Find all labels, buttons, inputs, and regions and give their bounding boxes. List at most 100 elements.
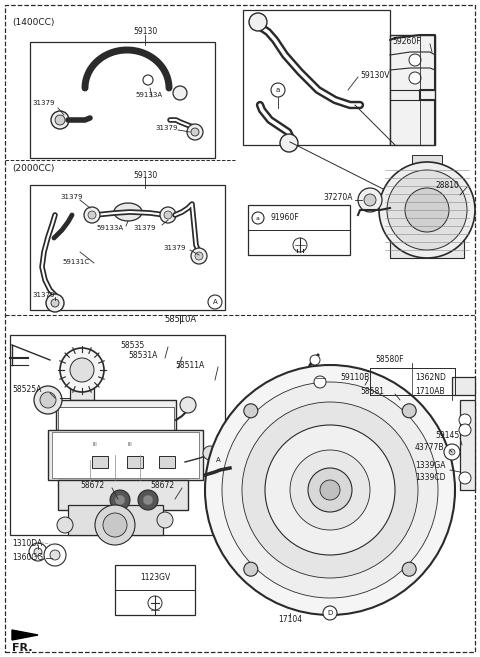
Text: 31379: 31379: [32, 292, 55, 298]
Text: 91960F: 91960F: [271, 214, 300, 223]
Circle shape: [160, 207, 176, 223]
Text: 58510A: 58510A: [164, 315, 196, 325]
Circle shape: [148, 596, 162, 610]
Bar: [460, 400, 475, 490]
Bar: [68, 505, 163, 535]
Circle shape: [46, 294, 64, 312]
Circle shape: [208, 295, 222, 309]
Text: 59131C: 59131C: [62, 259, 89, 265]
Circle shape: [271, 83, 285, 97]
Circle shape: [444, 444, 460, 460]
Text: 31379: 31379: [155, 125, 178, 131]
Circle shape: [244, 404, 258, 418]
Text: 59130: 59130: [133, 171, 157, 179]
Circle shape: [252, 212, 264, 224]
Text: 58580F: 58580F: [375, 355, 404, 365]
Text: (2000CC): (2000CC): [12, 164, 54, 173]
Circle shape: [34, 548, 42, 556]
Text: A: A: [213, 299, 217, 305]
Text: 31379: 31379: [60, 194, 83, 200]
Circle shape: [180, 397, 196, 413]
Text: 59260F: 59260F: [392, 37, 420, 47]
Circle shape: [364, 194, 376, 206]
Circle shape: [143, 75, 153, 85]
Circle shape: [115, 495, 125, 505]
Text: 58581: 58581: [360, 388, 384, 397]
Circle shape: [290, 450, 370, 530]
Text: 1362ND: 1362ND: [415, 373, 446, 382]
Bar: [48, 430, 203, 480]
Text: 31379: 31379: [163, 245, 185, 251]
Bar: [52, 432, 199, 478]
Circle shape: [103, 513, 127, 537]
Circle shape: [265, 425, 395, 555]
Text: 59110B: 59110B: [340, 373, 369, 382]
Polygon shape: [12, 630, 38, 640]
Circle shape: [143, 495, 153, 505]
Bar: [127, 456, 143, 468]
Circle shape: [195, 252, 203, 260]
Text: A: A: [216, 457, 220, 463]
Circle shape: [402, 404, 416, 418]
Bar: [159, 456, 175, 468]
Circle shape: [173, 86, 187, 100]
Text: 1123GV: 1123GV: [140, 572, 170, 581]
Circle shape: [308, 468, 352, 512]
Circle shape: [358, 188, 382, 212]
Text: III: III: [93, 443, 97, 447]
Circle shape: [138, 490, 158, 510]
Circle shape: [29, 543, 47, 561]
Text: 1710AB: 1710AB: [415, 388, 444, 397]
Circle shape: [244, 562, 258, 576]
Text: 1339GA: 1339GA: [415, 461, 445, 470]
Circle shape: [314, 376, 326, 388]
Circle shape: [402, 562, 416, 576]
Bar: [115, 565, 195, 615]
Circle shape: [459, 424, 471, 436]
Circle shape: [449, 449, 455, 455]
Text: 43777B: 43777B: [415, 443, 444, 453]
Bar: [390, 35, 435, 145]
Text: 58672: 58672: [150, 480, 174, 489]
Bar: [452, 377, 475, 395]
Text: 1360GG: 1360GG: [12, 553, 43, 562]
Bar: [92, 456, 108, 468]
Circle shape: [55, 115, 65, 125]
Circle shape: [70, 358, 94, 382]
Bar: [30, 42, 215, 158]
Circle shape: [84, 207, 100, 223]
Circle shape: [249, 13, 267, 31]
Circle shape: [323, 606, 337, 620]
Circle shape: [203, 446, 217, 460]
Text: 59133A: 59133A: [96, 225, 123, 231]
Text: D: D: [327, 610, 333, 616]
Circle shape: [34, 386, 62, 414]
Text: 58511A: 58511A: [175, 361, 204, 369]
Circle shape: [459, 414, 471, 426]
Circle shape: [164, 211, 172, 219]
Text: 58672: 58672: [80, 480, 104, 489]
Text: 17104: 17104: [278, 616, 302, 625]
Circle shape: [222, 382, 438, 598]
Circle shape: [409, 72, 421, 84]
Circle shape: [50, 550, 60, 560]
Circle shape: [88, 211, 96, 219]
Text: FR.: FR.: [12, 643, 33, 653]
Circle shape: [51, 111, 69, 129]
Circle shape: [310, 355, 320, 365]
Text: 58531A: 58531A: [128, 350, 157, 359]
Circle shape: [405, 188, 449, 232]
Text: (1400CC): (1400CC): [12, 18, 54, 26]
Bar: [390, 238, 464, 258]
Text: 59145: 59145: [435, 430, 459, 440]
Text: 58535: 58535: [120, 340, 144, 350]
Text: 59130V: 59130V: [360, 70, 389, 79]
Text: a: a: [276, 87, 280, 93]
Circle shape: [157, 512, 173, 528]
Text: 59133A: 59133A: [135, 92, 162, 98]
Ellipse shape: [114, 203, 142, 221]
Circle shape: [57, 517, 73, 533]
Text: 58525A: 58525A: [12, 386, 41, 394]
Bar: [56, 400, 176, 430]
Bar: [10, 335, 225, 535]
